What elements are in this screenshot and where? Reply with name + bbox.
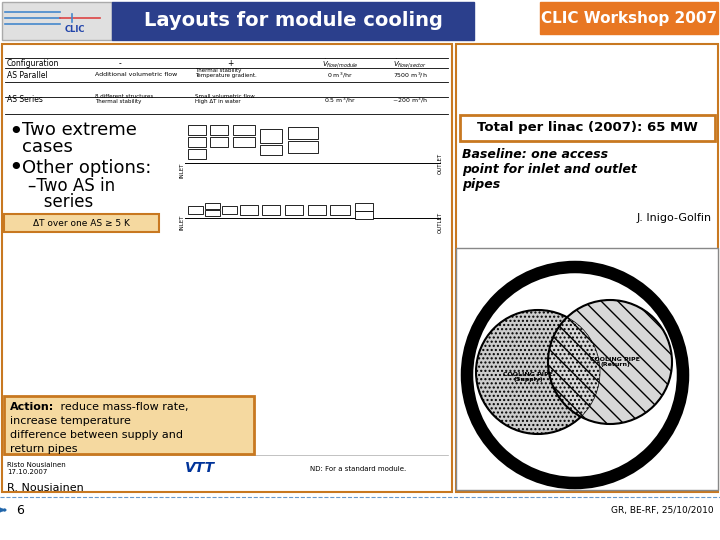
Bar xyxy=(4,396,254,454)
Bar xyxy=(222,206,237,214)
Text: Baseline: one access
point for inlet and outlet
pipes: Baseline: one access point for inlet and… xyxy=(462,148,637,191)
Text: Total per linac (2007): 65 MW: Total per linac (2007): 65 MW xyxy=(477,122,698,134)
Bar xyxy=(288,127,318,139)
Bar xyxy=(285,205,303,215)
Bar xyxy=(112,2,474,40)
Text: OUTLET: OUTLET xyxy=(438,152,443,173)
Text: reduce mass-flow rate,: reduce mass-flow rate, xyxy=(57,402,189,412)
Text: •: • xyxy=(8,120,23,144)
Bar xyxy=(355,211,373,219)
Bar xyxy=(2,2,112,40)
Text: Two extreme: Two extreme xyxy=(22,121,137,139)
Text: CLIC Workshop 2007: CLIC Workshop 2007 xyxy=(541,10,717,25)
Text: ND: For a standard module.: ND: For a standard module. xyxy=(310,466,406,472)
Bar xyxy=(205,203,220,209)
Text: INLET: INLET xyxy=(179,163,184,178)
Text: 7500 m$^3$/h: 7500 m$^3$/h xyxy=(392,70,427,79)
Text: 8 different structures
Thermal stability: 8 different structures Thermal stability xyxy=(95,93,153,104)
Text: COOLING PIPE
(Return): COOLING PIPE (Return) xyxy=(590,356,640,367)
Text: INLET: INLET xyxy=(179,214,184,230)
Bar xyxy=(210,125,228,135)
Text: AS Parallel: AS Parallel xyxy=(7,71,48,79)
Bar xyxy=(330,205,350,215)
Text: CLIC: CLIC xyxy=(65,25,85,35)
Text: 6: 6 xyxy=(16,503,24,516)
Text: R. Nousiainen: R. Nousiainen xyxy=(7,483,84,493)
Circle shape xyxy=(548,300,672,424)
Text: GR, BE-RF, 25/10/2010: GR, BE-RF, 25/10/2010 xyxy=(611,505,714,515)
Bar xyxy=(4,214,159,232)
Bar xyxy=(210,137,228,147)
Bar xyxy=(456,44,718,492)
Bar xyxy=(240,205,258,215)
Text: Other options:: Other options: xyxy=(22,159,151,177)
Bar xyxy=(288,141,318,153)
Text: Additional volumetric flow: Additional volumetric flow xyxy=(95,71,177,77)
Bar xyxy=(540,2,718,34)
Text: Risto Nousiainen
17.10.2007: Risto Nousiainen 17.10.2007 xyxy=(7,462,66,475)
Text: ~200 m$^3$/h: ~200 m$^3$/h xyxy=(392,96,428,105)
Text: 0.5 m$^3$/hr: 0.5 m$^3$/hr xyxy=(324,96,356,105)
Text: return pipes: return pipes xyxy=(10,444,78,454)
Text: COOLING PIPE
(Supply): COOLING PIPE (Supply) xyxy=(503,372,553,382)
Bar xyxy=(262,205,280,215)
Bar xyxy=(2,44,452,492)
Text: Action:: Action: xyxy=(10,402,54,412)
Bar xyxy=(355,203,373,211)
Bar xyxy=(233,125,255,135)
Text: -: - xyxy=(119,59,122,69)
Bar xyxy=(233,137,255,147)
Bar xyxy=(260,129,282,143)
Text: –Two AS in: –Two AS in xyxy=(28,177,115,195)
Text: increase temperature: increase temperature xyxy=(10,416,131,426)
Text: 0 m$^3$/hr: 0 m$^3$/hr xyxy=(327,70,353,79)
Text: AS Series: AS Series xyxy=(7,96,43,105)
Bar xyxy=(308,205,326,215)
Bar xyxy=(188,206,203,214)
Bar xyxy=(460,115,715,141)
Text: +: + xyxy=(227,59,233,69)
Bar xyxy=(205,210,220,216)
Text: ΔT over one AS ≥ 5 K: ΔT over one AS ≥ 5 K xyxy=(32,219,130,227)
Text: $\dot{V}_{flow/module}$: $\dot{V}_{flow/module}$ xyxy=(322,57,359,71)
Bar xyxy=(188,125,206,135)
Bar xyxy=(260,145,282,155)
Bar xyxy=(188,149,206,159)
Text: Thermal stability
Temperature gradient.: Thermal stability Temperature gradient. xyxy=(195,68,257,78)
Text: J. Inigo-Golfin: J. Inigo-Golfin xyxy=(637,213,712,223)
Text: OUTLET: OUTLET xyxy=(438,212,443,233)
Text: difference between supply and: difference between supply and xyxy=(10,430,183,440)
Bar xyxy=(456,248,718,490)
Circle shape xyxy=(476,310,600,434)
Bar xyxy=(188,137,206,147)
Text: •: • xyxy=(8,156,23,180)
Text: VTT: VTT xyxy=(185,461,215,475)
Text: Layouts for module cooling: Layouts for module cooling xyxy=(143,11,442,30)
Text: Small volumetric flow
High ΔT in water: Small volumetric flow High ΔT in water xyxy=(195,93,255,104)
Text: $\dot{V}_{flow/sector}$: $\dot{V}_{flow/sector}$ xyxy=(393,57,427,71)
Text: series: series xyxy=(28,193,94,211)
Text: Configuration: Configuration xyxy=(7,59,59,69)
Circle shape xyxy=(467,267,683,483)
Text: cases: cases xyxy=(22,138,73,156)
